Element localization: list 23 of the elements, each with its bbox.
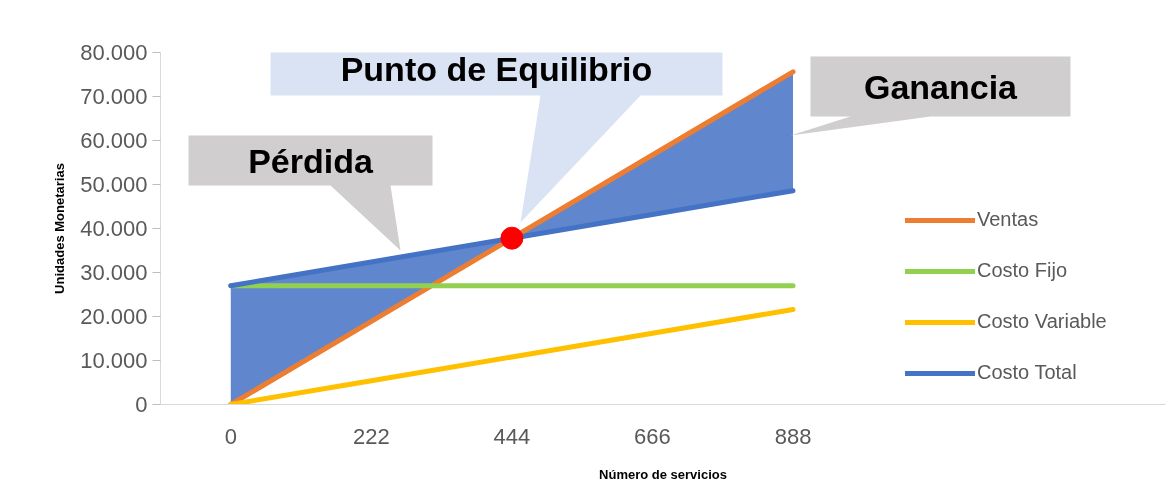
y-tick-label: 80.000 (80, 40, 148, 65)
legend-label: Costo Fijo (977, 259, 1068, 282)
y-tick-label: 50.000 (80, 172, 148, 197)
legend-label: Costo Variable (977, 310, 1107, 333)
x-tick-label: 222 (352, 423, 390, 449)
y-axis-title: Unidades Monetarias (52, 163, 68, 294)
y-tick-label: 10.000 (80, 348, 148, 373)
y-tick-label: 30.000 (80, 260, 148, 285)
x-tick-label: 0 (224, 423, 237, 449)
x-axis-title: Número de servicios (599, 466, 727, 482)
x-tick-label: 444 (493, 423, 531, 449)
annotation: Pérdida (248, 141, 374, 180)
text: Ganancia (863, 67, 1019, 106)
y-tick-label: 70.000 (80, 84, 148, 109)
annotation: Punto de Equilibrio (340, 50, 653, 88)
y-tick-label: 20.000 (80, 304, 148, 329)
legend-label: Costo Total (977, 361, 1077, 384)
y-tick-label: 0 (135, 392, 148, 417)
y-tick-label: 60.000 (80, 128, 148, 153)
y-tick-label: 40.000 (80, 216, 148, 241)
x-tick-label: 888 (774, 423, 812, 449)
legend-label: Ventas (977, 208, 1039, 231)
x-tick-label: 666 (634, 423, 671, 449)
